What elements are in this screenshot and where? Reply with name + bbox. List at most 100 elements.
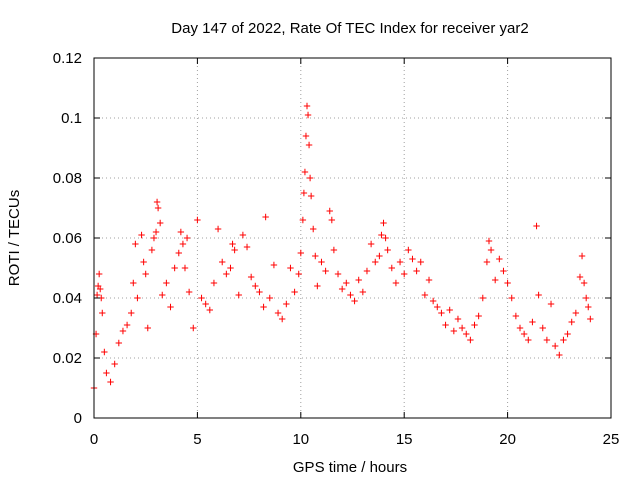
data-point — [134, 294, 141, 302]
data-point — [130, 279, 137, 287]
data-point — [560, 336, 567, 344]
data-point — [547, 300, 555, 308]
data-point — [223, 270, 230, 278]
data-point — [305, 141, 313, 149]
data-point — [306, 174, 314, 182]
data-point — [206, 306, 214, 314]
data-point — [508, 294, 515, 302]
data-point — [347, 291, 354, 299]
data-point — [491, 276, 499, 284]
y-tick-label: 0.02 — [53, 350, 82, 367]
chart-title: Day 147 of 2022, Rate Of TEC Index for r… — [171, 20, 528, 37]
data-point — [260, 303, 267, 311]
data-point — [535, 291, 542, 299]
y-tick-label: 0 — [74, 410, 82, 427]
data-point — [194, 216, 201, 224]
y-axis-label: ROTI / TECUs — [6, 190, 23, 286]
data-point — [171, 264, 178, 272]
data-point — [235, 291, 242, 299]
data-point — [231, 246, 238, 254]
x-tick-label: 15 — [396, 431, 413, 448]
grid-lines — [94, 58, 611, 418]
x-axis-label: GPS time / hours — [293, 459, 407, 476]
data-point — [421, 291, 429, 299]
y-tick-label: 0.06 — [53, 230, 82, 247]
data-point — [568, 318, 575, 326]
data-point — [525, 336, 532, 344]
data-point — [152, 228, 160, 236]
data-point — [512, 312, 520, 320]
data-point — [312, 252, 319, 260]
data-point — [475, 312, 482, 320]
data-point — [243, 243, 251, 251]
data-point — [302, 132, 310, 140]
data-point — [142, 270, 149, 278]
x-tick-label: 25 — [603, 431, 620, 448]
data-point — [485, 237, 493, 245]
data-point — [479, 294, 486, 302]
data-point — [159, 291, 166, 299]
data-point — [359, 288, 367, 296]
data-point — [291, 288, 298, 296]
data-point — [576, 273, 584, 281]
data-point — [392, 279, 400, 287]
data-point — [229, 240, 236, 248]
data-point — [529, 318, 536, 326]
data-point — [585, 303, 592, 311]
data-point — [496, 255, 503, 263]
data-point — [343, 279, 350, 287]
data-point — [247, 273, 255, 281]
data-point — [572, 309, 580, 317]
data-point — [587, 315, 594, 323]
data-point — [334, 270, 342, 278]
y-tick-label: 0.08 — [53, 170, 82, 187]
data-point — [551, 342, 559, 350]
data-point — [413, 267, 420, 275]
data-point — [101, 348, 108, 356]
data-point — [396, 258, 404, 266]
data-point — [183, 234, 191, 242]
x-tick-label: 0 — [90, 431, 98, 448]
data-point — [483, 258, 491, 266]
data-point — [376, 252, 383, 260]
data-point — [539, 324, 546, 332]
data-point — [318, 258, 325, 266]
data-point — [278, 315, 286, 323]
data-point — [438, 309, 445, 317]
data-point — [307, 192, 315, 200]
y-tick-label: 0.1 — [61, 110, 82, 127]
data-point — [351, 297, 358, 305]
data-point — [175, 249, 182, 257]
data-point — [314, 282, 321, 290]
y-tick-label: 0.12 — [53, 50, 82, 67]
x-tick-label: 20 — [499, 431, 516, 448]
data-point — [380, 219, 387, 227]
data-point — [185, 288, 193, 296]
data-point — [471, 321, 478, 329]
data-point — [405, 246, 412, 254]
data-point — [179, 240, 187, 248]
data-point — [252, 282, 259, 290]
data-point — [582, 294, 590, 302]
data-point — [384, 246, 391, 254]
data-point — [425, 276, 433, 284]
data-point — [256, 288, 263, 296]
data-point — [543, 336, 551, 344]
data-point — [533, 222, 540, 230]
data-point — [297, 249, 304, 257]
data-point — [301, 168, 309, 176]
data-point — [270, 261, 278, 269]
data-point — [355, 276, 362, 284]
data-point — [434, 303, 441, 311]
data-point — [382, 234, 389, 242]
data-point — [111, 360, 118, 368]
data-point — [154, 204, 162, 212]
data-point — [140, 258, 147, 266]
data-point — [219, 258, 226, 266]
data-point — [148, 246, 156, 254]
data-point — [163, 279, 170, 287]
data-point — [107, 378, 114, 386]
data-point — [210, 279, 218, 287]
